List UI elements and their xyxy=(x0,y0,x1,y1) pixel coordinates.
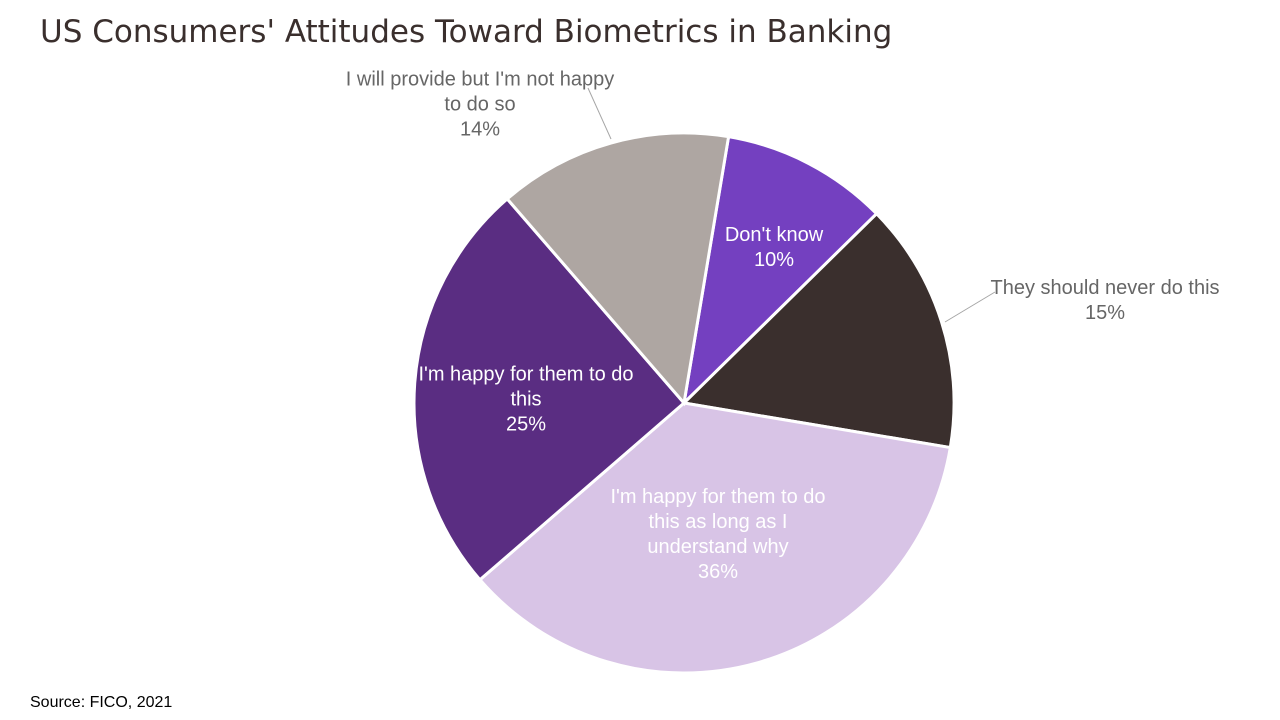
value-label: 10% xyxy=(753,249,795,271)
category-label: I'm happy for them to do this as long as… xyxy=(610,486,826,558)
data-label: I'm happy for them to do this as long as… xyxy=(603,485,833,585)
category-label: Don't know xyxy=(724,224,824,246)
data-label: I will provide but I'm not happy to do s… xyxy=(335,68,625,143)
data-label: Don't know 10% xyxy=(709,223,839,273)
value-label: 36% xyxy=(697,561,739,583)
data-label: They should never do this 15% xyxy=(985,276,1225,326)
category-label: I will provide but I'm not happy to do s… xyxy=(345,68,615,116)
leader-line xyxy=(587,87,612,140)
category-label: They should never do this xyxy=(990,277,1220,299)
pie-slice xyxy=(680,211,956,450)
value-label: 14% xyxy=(459,118,501,141)
chart-title: US Consumers' Attitudes Toward Biometric… xyxy=(40,14,893,50)
source-note: Source: FICO, 2021 xyxy=(30,694,173,711)
pie-slice xyxy=(412,196,687,582)
data-label: I'm happy for them to do this 25% xyxy=(406,363,646,438)
pie-slice xyxy=(681,134,879,408)
pie-slice xyxy=(505,131,731,407)
pie-slice xyxy=(477,401,953,675)
category-label: I'm happy for them to do this xyxy=(418,363,634,411)
value-label: 15% xyxy=(1084,302,1126,324)
value-label: 25% xyxy=(505,413,547,436)
leader-line xyxy=(944,291,996,323)
